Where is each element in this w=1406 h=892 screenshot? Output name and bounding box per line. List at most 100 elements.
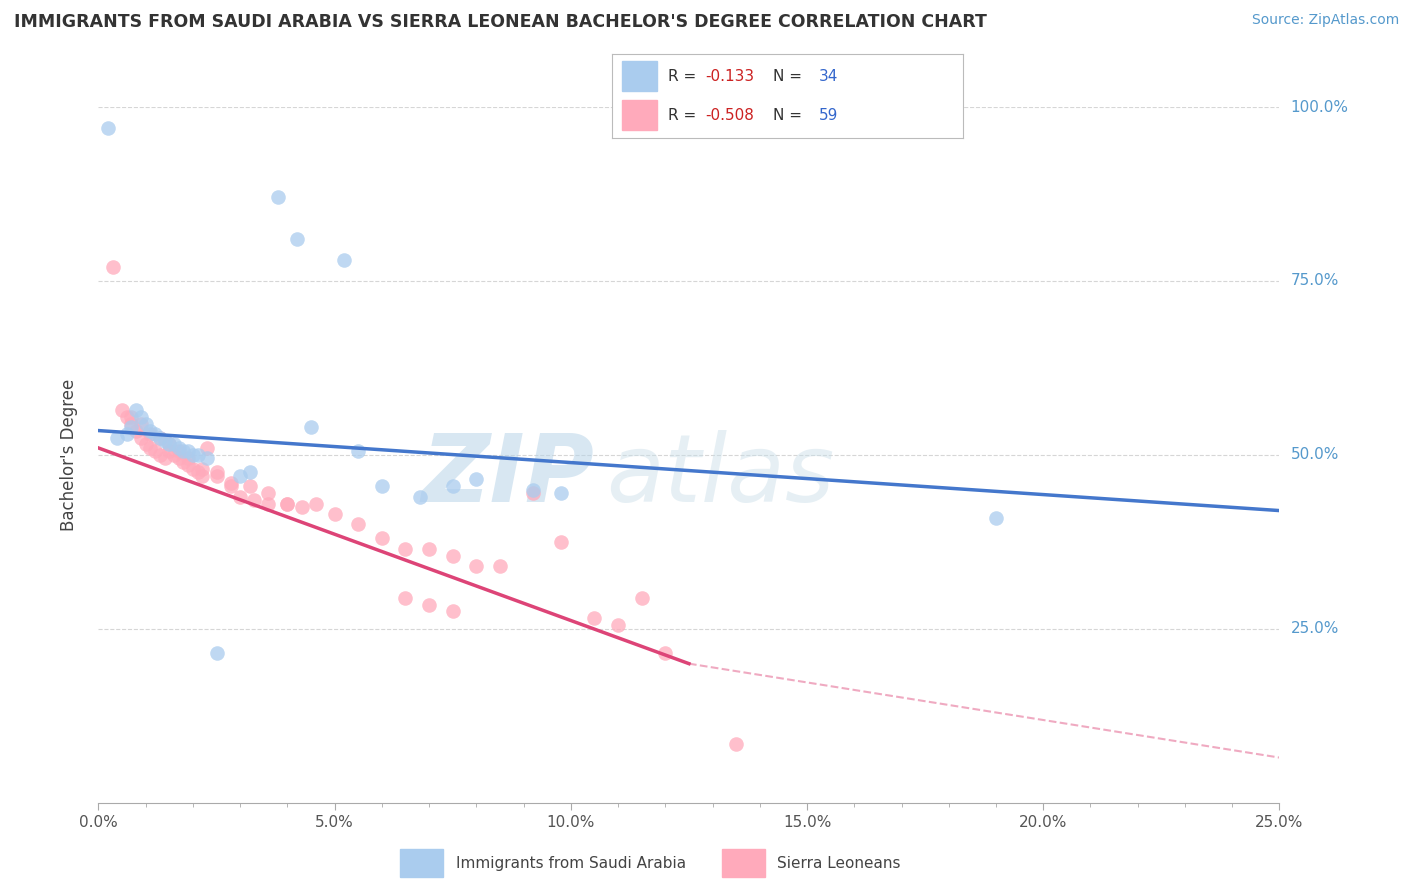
Bar	[621, 100, 657, 130]
Text: N =: N =	[773, 69, 807, 84]
Point	[139, 427, 162, 442]
Point	[105, 431, 128, 445]
Text: 25.0%: 25.0%	[1291, 622, 1339, 636]
Text: 50.0%: 50.0%	[1291, 448, 1339, 462]
Point	[157, 444, 180, 458]
Point	[285, 232, 308, 246]
Point	[465, 559, 488, 574]
Bar	[721, 849, 765, 877]
Point	[725, 737, 748, 751]
Point	[550, 535, 572, 549]
Point	[441, 479, 464, 493]
Point	[125, 424, 148, 438]
Point	[157, 437, 180, 451]
Point	[347, 517, 370, 532]
Point	[583, 611, 606, 625]
Point	[418, 598, 440, 612]
Point	[129, 431, 152, 445]
Point	[229, 490, 252, 504]
Text: Sierra Leoneans: Sierra Leoneans	[778, 855, 901, 871]
Text: R =: R =	[668, 108, 702, 123]
Text: ZIP: ZIP	[422, 430, 595, 522]
Point	[101, 260, 124, 274]
Y-axis label: Bachelor's Degree: Bachelor's Degree	[59, 379, 77, 531]
Point	[550, 486, 572, 500]
Point	[418, 541, 440, 556]
Point	[115, 427, 138, 442]
Point	[181, 462, 204, 476]
Bar	[399, 849, 443, 877]
Point	[177, 444, 200, 458]
Point	[187, 466, 209, 480]
Text: 75.0%: 75.0%	[1291, 274, 1339, 288]
Point	[157, 437, 180, 451]
Text: IMMIGRANTS FROM SAUDI ARABIA VS SIERRA LEONEAN BACHELOR'S DEGREE CORRELATION CHA: IMMIGRANTS FROM SAUDI ARABIA VS SIERRA L…	[14, 13, 987, 31]
Point	[115, 409, 138, 424]
Point	[143, 427, 166, 442]
Point	[219, 479, 242, 493]
Point	[163, 437, 186, 451]
Point	[522, 483, 544, 497]
Point	[125, 402, 148, 417]
Point	[205, 466, 228, 480]
Point	[408, 490, 430, 504]
Point	[143, 444, 166, 458]
Text: R =: R =	[668, 69, 702, 84]
Point	[187, 448, 209, 462]
Point	[167, 451, 190, 466]
Point	[167, 441, 190, 455]
Point	[139, 424, 162, 438]
Point	[441, 605, 464, 619]
Point	[229, 468, 252, 483]
Text: Immigrants from Saudi Arabia: Immigrants from Saudi Arabia	[456, 855, 686, 871]
Point	[149, 431, 172, 445]
Point	[111, 402, 134, 417]
Point	[205, 468, 228, 483]
Point	[121, 417, 143, 431]
Point	[121, 420, 143, 434]
Text: -0.133: -0.133	[704, 69, 754, 84]
Point	[129, 409, 152, 424]
Point	[276, 497, 298, 511]
Point	[195, 441, 218, 455]
Point	[172, 444, 194, 458]
Point	[239, 466, 262, 480]
Point	[177, 458, 200, 473]
Point	[522, 486, 544, 500]
Bar	[621, 62, 657, 91]
Point	[219, 475, 242, 490]
Point	[135, 437, 157, 451]
Text: -0.508: -0.508	[704, 108, 754, 123]
Point	[630, 591, 652, 605]
Point	[984, 510, 1007, 524]
Point	[205, 646, 228, 660]
Point	[149, 431, 172, 445]
Point	[371, 532, 394, 546]
Point	[163, 448, 186, 462]
Point	[441, 549, 464, 563]
Point	[654, 646, 676, 660]
Point	[153, 434, 176, 448]
Text: atlas: atlas	[606, 430, 835, 521]
Text: Source: ZipAtlas.com: Source: ZipAtlas.com	[1251, 13, 1399, 28]
Text: 34: 34	[820, 69, 838, 84]
Point	[149, 448, 172, 462]
Point	[299, 420, 322, 434]
Point	[139, 441, 162, 455]
Point	[121, 409, 143, 424]
Point	[167, 444, 190, 458]
Point	[191, 468, 214, 483]
Point	[177, 451, 200, 466]
Point	[239, 479, 262, 493]
Point	[195, 451, 218, 466]
Point	[97, 120, 120, 135]
Point	[371, 479, 394, 493]
Text: 100.0%: 100.0%	[1291, 100, 1348, 114]
Point	[257, 486, 280, 500]
Point	[243, 493, 266, 508]
Point	[181, 448, 204, 462]
Point	[305, 497, 328, 511]
Point	[347, 444, 370, 458]
Point	[257, 497, 280, 511]
Point	[135, 417, 157, 431]
